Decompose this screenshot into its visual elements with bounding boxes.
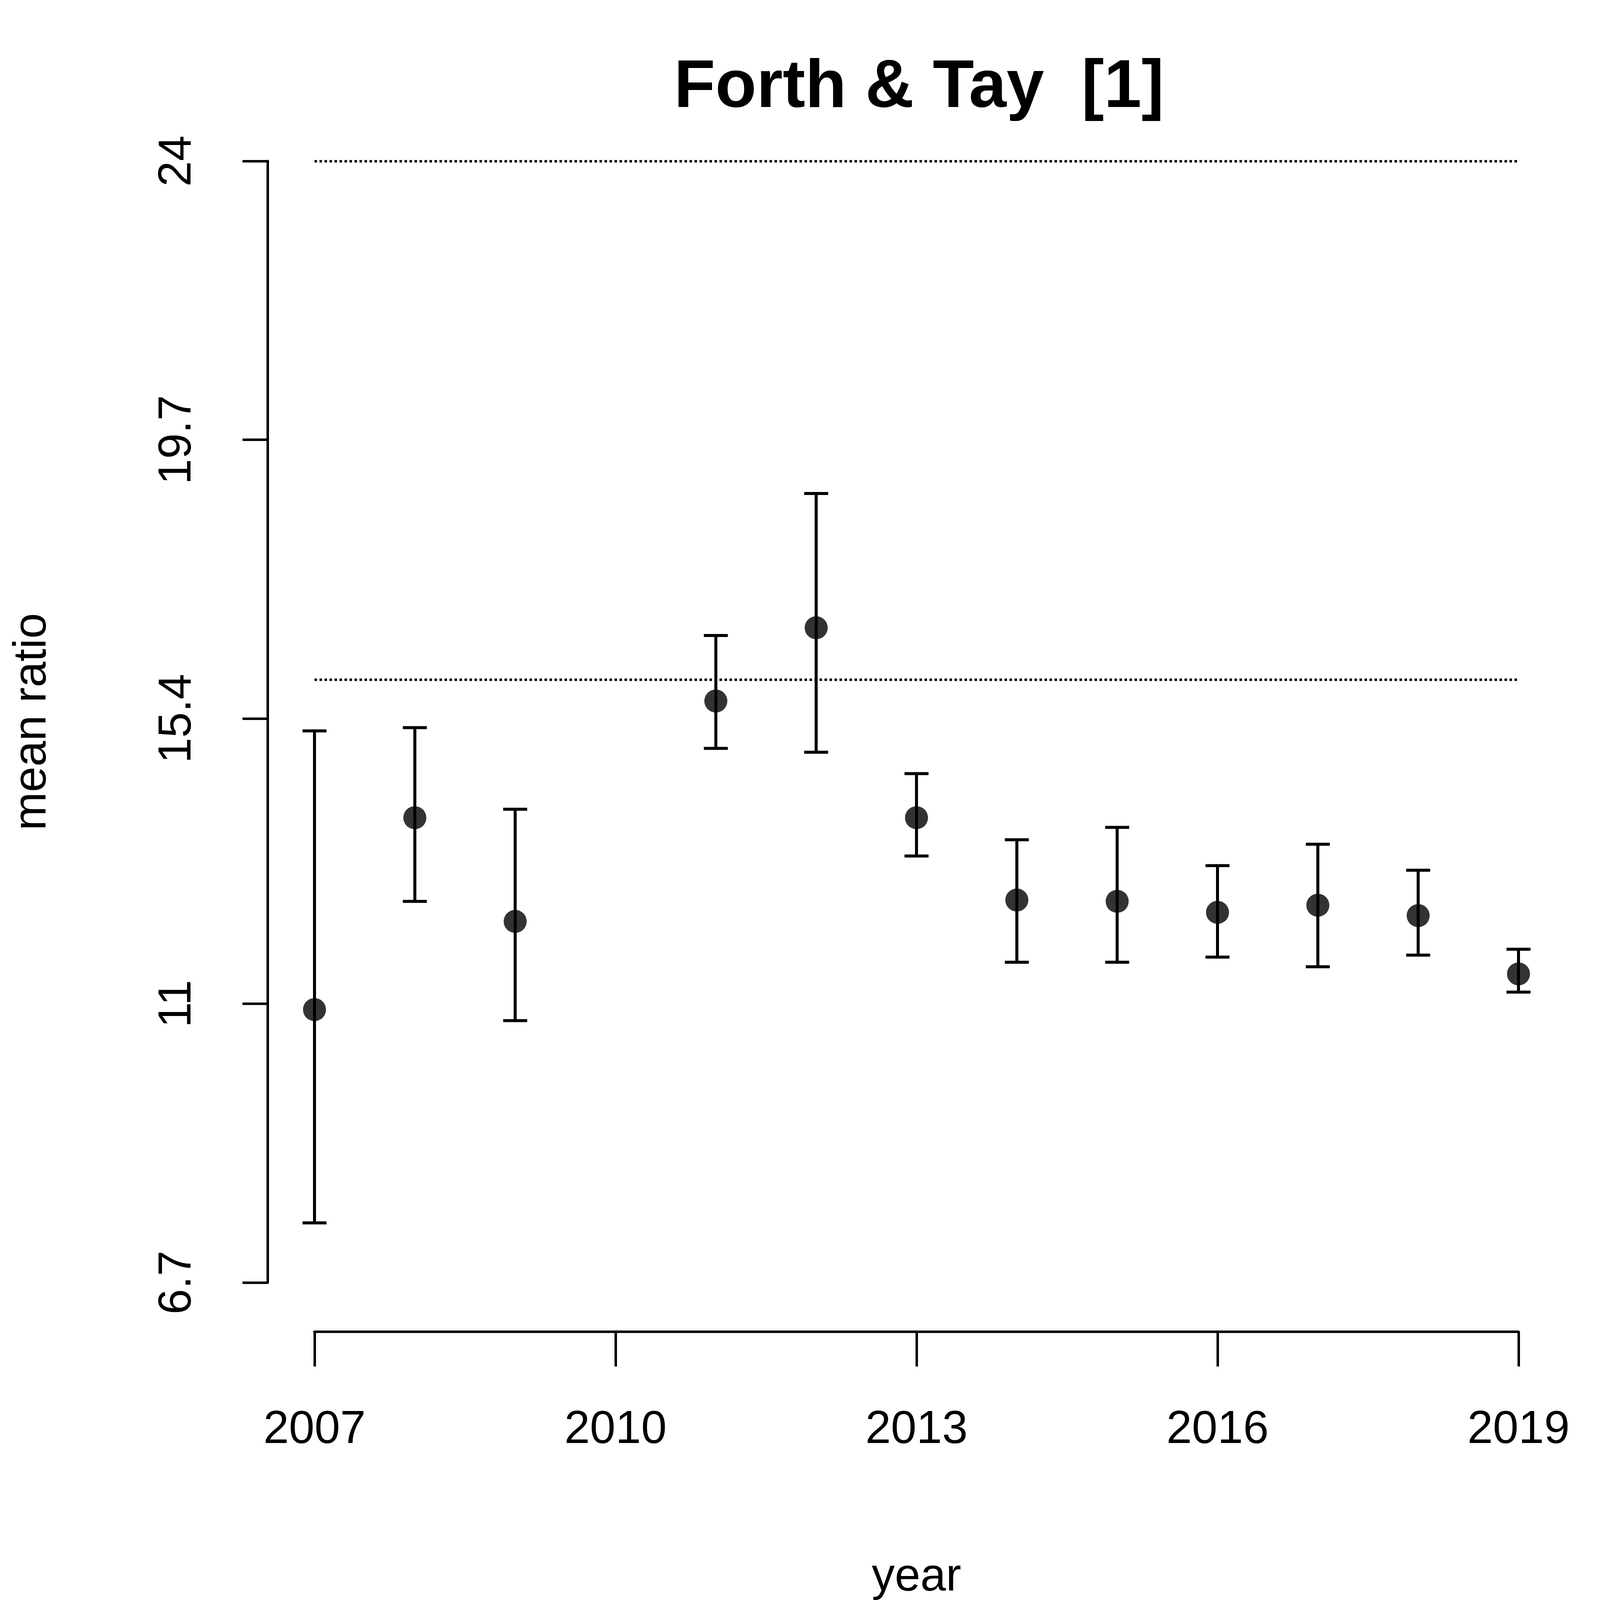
svg-text:2013: 2013 — [865, 1401, 968, 1453]
svg-text:15.4: 15.4 — [149, 673, 200, 763]
svg-text:6.7: 6.7 — [149, 1250, 200, 1315]
svg-text:2010: 2010 — [564, 1401, 667, 1453]
svg-text:mean ratio: mean ratio — [4, 613, 55, 831]
svg-text:19.7: 19.7 — [149, 395, 200, 485]
svg-text:year: year — [872, 1549, 962, 1600]
svg-text:2019: 2019 — [1467, 1401, 1570, 1453]
svg-text:2007: 2007 — [263, 1401, 366, 1453]
svg-text:11: 11 — [149, 980, 200, 1028]
svg-text:2016: 2016 — [1166, 1401, 1269, 1453]
svg-text:Forth & Tay [1]: Forth & Tay [1] — [674, 46, 1164, 122]
svg-text:24: 24 — [149, 135, 200, 187]
